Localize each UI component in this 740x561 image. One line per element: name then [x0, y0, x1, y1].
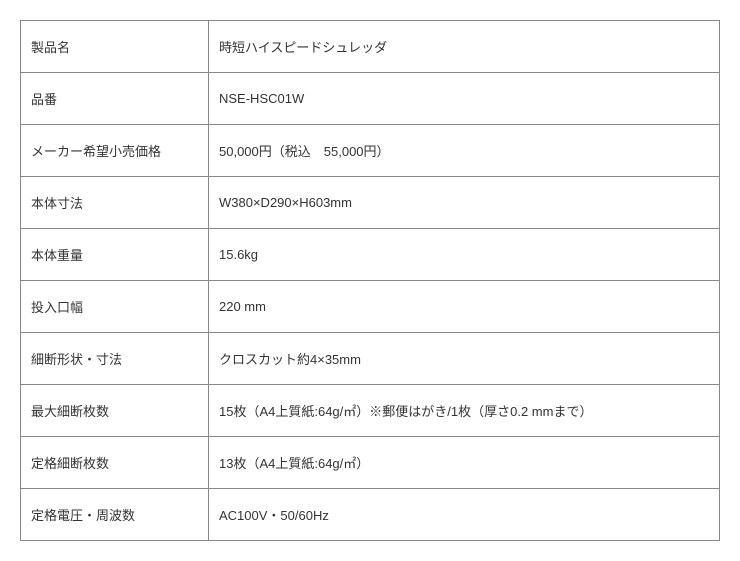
- spec-value: 時短ハイスピードシュレッダ: [209, 21, 720, 73]
- table-row: 最大細断枚数15枚（A4上質紙:64g/㎡）※郵便はがき/1枚（厚さ0.2 mm…: [21, 385, 720, 437]
- spec-label: メーカー希望小売価格: [21, 125, 209, 177]
- table-row: 定格電圧・周波数AC100V・50/60Hz: [21, 489, 720, 541]
- spec-label: 本体寸法: [21, 177, 209, 229]
- spec-label: 細断形状・寸法: [21, 333, 209, 385]
- spec-value: 15枚（A4上質紙:64g/㎡）※郵便はがき/1枚（厚さ0.2 mmまで）: [209, 385, 720, 437]
- spec-value: W380×D290×H603mm: [209, 177, 720, 229]
- spec-table-body: 製品名時短ハイスピードシュレッダ品番NSE-HSC01Wメーカー希望小売価格50…: [21, 21, 720, 541]
- table-row: 品番NSE-HSC01W: [21, 73, 720, 125]
- spec-label: 本体重量: [21, 229, 209, 281]
- table-row: 細断形状・寸法クロスカット約4×35mm: [21, 333, 720, 385]
- spec-label: 投入口幅: [21, 281, 209, 333]
- spec-value: クロスカット約4×35mm: [209, 333, 720, 385]
- spec-label: 製品名: [21, 21, 209, 73]
- table-row: 定格細断枚数13枚（A4上質紙:64g/㎡）: [21, 437, 720, 489]
- table-row: 製品名時短ハイスピードシュレッダ: [21, 21, 720, 73]
- spec-label: 定格電圧・周波数: [21, 489, 209, 541]
- spec-value: AC100V・50/60Hz: [209, 489, 720, 541]
- spec-value: NSE-HSC01W: [209, 73, 720, 125]
- spec-value: 50,000円（税込 55,000円）: [209, 125, 720, 177]
- spec-label: 最大細断枚数: [21, 385, 209, 437]
- spec-value: 13枚（A4上質紙:64g/㎡）: [209, 437, 720, 489]
- table-row: 本体重量15.6kg: [21, 229, 720, 281]
- spec-table: 製品名時短ハイスピードシュレッダ品番NSE-HSC01Wメーカー希望小売価格50…: [20, 20, 720, 541]
- spec-label: 品番: [21, 73, 209, 125]
- table-row: 本体寸法W380×D290×H603mm: [21, 177, 720, 229]
- table-row: メーカー希望小売価格50,000円（税込 55,000円）: [21, 125, 720, 177]
- table-row: 投入口幅220 mm: [21, 281, 720, 333]
- spec-value: 15.6kg: [209, 229, 720, 281]
- spec-value: 220 mm: [209, 281, 720, 333]
- spec-label: 定格細断枚数: [21, 437, 209, 489]
